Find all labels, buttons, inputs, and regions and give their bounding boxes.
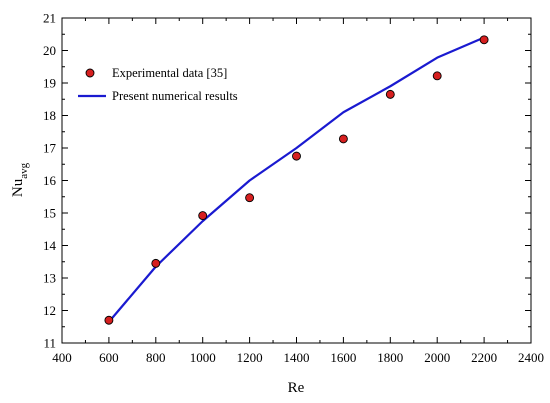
y-tick-labels: 11 12 13 14 15 16 17 18 19 20 21 bbox=[43, 11, 57, 351]
y-tick-label: 16 bbox=[43, 173, 57, 188]
legend-label-experimental: Experimental data [35] bbox=[112, 66, 227, 80]
y-axis-title-main: Nu bbox=[10, 178, 26, 197]
y-tick-label: 17 bbox=[43, 141, 57, 156]
y-axis-title: Nuavg bbox=[10, 162, 30, 197]
y-tick-label: 14 bbox=[43, 238, 57, 253]
y-tick-label: 19 bbox=[43, 76, 56, 91]
legend-label-numerical: Present numerical results bbox=[112, 89, 238, 103]
experimental-data-point bbox=[151, 258, 161, 268]
y-tick-label: 11 bbox=[43, 336, 56, 351]
experimental-data-point bbox=[385, 89, 395, 99]
x-tick-label: 1800 bbox=[377, 350, 403, 365]
x-tick-label: 1400 bbox=[284, 350, 310, 365]
x-tick-label: 1200 bbox=[237, 350, 263, 365]
x-axis-title: Re bbox=[288, 380, 305, 396]
x-tick-labels: 400 600 800 1000 1200 1400 1600 1800 2000 2200 240… bbox=[52, 350, 544, 365]
y-tick-label: 20 bbox=[43, 43, 56, 58]
plot-area bbox=[61, 17, 532, 344]
y-tick-label: 15 bbox=[43, 206, 56, 221]
x-tick-label: 2000 bbox=[424, 350, 450, 365]
experimental-data-point bbox=[198, 211, 208, 221]
x-tick-label: 2200 bbox=[471, 350, 497, 365]
x-tick-label: 1600 bbox=[330, 350, 356, 365]
x-tick-label: 600 bbox=[99, 350, 119, 365]
experimental-data-point bbox=[245, 193, 255, 203]
x-tick-label: 800 bbox=[146, 350, 166, 365]
y-axis-title-subscript: avg bbox=[18, 162, 30, 178]
experimental-data-point bbox=[104, 315, 114, 325]
y-tick-label: 13 bbox=[43, 271, 56, 286]
x-tick-label: 2400 bbox=[518, 350, 544, 365]
series-layer bbox=[104, 35, 489, 325]
y-tick-label: 18 bbox=[43, 108, 56, 123]
x-tick-label: 400 bbox=[52, 350, 72, 365]
experimental-data-point bbox=[338, 134, 348, 144]
x-tick-label: 1000 bbox=[190, 350, 216, 365]
y-tick-label: 21 bbox=[43, 11, 56, 26]
y-tick-label: 12 bbox=[43, 303, 56, 318]
experimental-data-point bbox=[479, 35, 489, 45]
experimental-data-point bbox=[432, 71, 442, 81]
axis-ticks bbox=[61, 17, 532, 344]
legend-marker-experimental bbox=[85, 68, 95, 78]
experimental-data-point bbox=[292, 151, 301, 161]
numerical-results-line bbox=[108, 36, 485, 323]
legend: Experimental data [35] Present numerical… bbox=[78, 66, 238, 103]
